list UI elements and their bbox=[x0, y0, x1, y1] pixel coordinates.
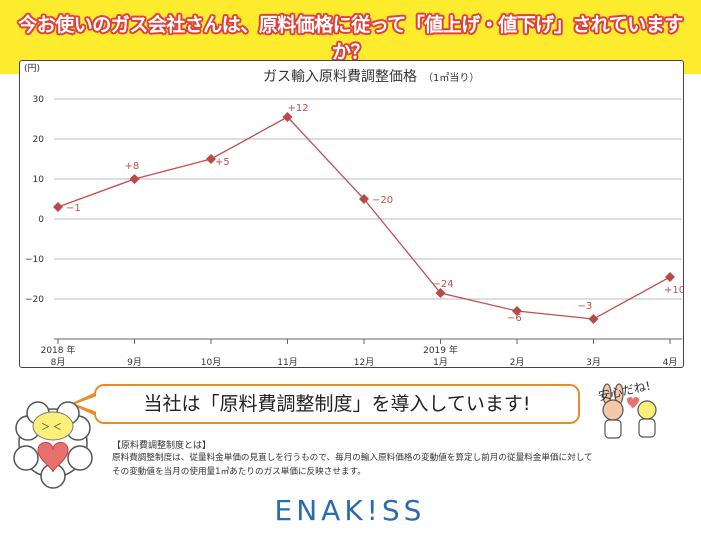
y-tick-label: 30 bbox=[33, 95, 45, 105]
data-point-label: −1 bbox=[66, 203, 81, 214]
x-tick-label: 3月 bbox=[586, 357, 601, 367]
y-tick-labels: 30 20 10 0 −10 −20 bbox=[25, 95, 44, 305]
x-tick-label: 11月 bbox=[277, 357, 297, 367]
explanation-body: 原料費調整制度は、従量料金単価の見直しを行うもので、毎月の輸入原料価格の変動値を… bbox=[112, 451, 682, 479]
data-point-marker bbox=[588, 314, 599, 324]
data-point-marker bbox=[206, 154, 216, 164]
callout-tail-inner bbox=[75, 396, 97, 412]
y-tick-label: 20 bbox=[33, 135, 45, 145]
series-line-path bbox=[57, 116, 671, 320]
chart-title: ガス輸入原料費調整価格 bbox=[263, 69, 417, 85]
data-point-marker bbox=[129, 174, 140, 184]
x-tick-label: 8月 bbox=[51, 357, 66, 367]
company-logo: ENAK!SS bbox=[274, 494, 426, 527]
x-tick-label: 2月 bbox=[510, 357, 525, 367]
x-tick-labels: 2018 年8月 9月 10月 11月 12月 2019 年1月 2月 3月 4月 bbox=[41, 344, 678, 367]
data-point-marker bbox=[512, 306, 522, 316]
data-point-label: +5 bbox=[215, 157, 230, 168]
data-point-label: −20 bbox=[372, 195, 393, 206]
explanation-heading: 【原料費調整制度とは】 bbox=[112, 441, 212, 451]
svg-text:＞ ＜: ＞ ＜ bbox=[41, 423, 62, 433]
rabbit-bear-illustration bbox=[602, 383, 657, 439]
callout-box: 当社は「原料費調整制度」を導入しています! bbox=[94, 384, 580, 424]
y-unit-label: (円) bbox=[24, 63, 40, 74]
data-point-marker bbox=[359, 194, 369, 204]
explanation-line: 原料費調整制度は、従量料金単価の見直しを行うもので、毎月の輸入原料価格の変動値を… bbox=[112, 453, 593, 463]
x-tick-label: 1月 bbox=[433, 357, 448, 367]
data-point-label: +8 bbox=[125, 161, 140, 172]
point-labels: −1 +8 +5 +12 −20 −24 −6 −3 +10 bbox=[66, 103, 683, 324]
data-markers bbox=[53, 112, 675, 324]
chart-subtitle: （1㎥当り） bbox=[423, 71, 479, 84]
series-line bbox=[57, 116, 671, 320]
banner-title: 今お使いのガス会社さんは、原料価格に従って「値上げ・値下げ」されていますか？ bbox=[18, 14, 683, 63]
sheep-mascot-illustration: ＞ ＜ bbox=[13, 401, 93, 489]
data-point-marker bbox=[282, 112, 293, 122]
data-point-marker bbox=[665, 272, 675, 282]
data-point-marker bbox=[435, 288, 446, 298]
explanation-line: その変動値を当月の使用量1㎥あたりのガス単価に反映させます。 bbox=[112, 467, 366, 477]
y-tick-label: 10 bbox=[33, 175, 45, 185]
chart-panel: ガス輸入原料費調整価格 （1㎥当り） (円) 30 20 10 0 −10 −20 201… bbox=[19, 60, 684, 368]
x-tick-label: 12月 bbox=[354, 357, 374, 367]
callout-text: 当社は「原料費調整制度」を導入しています! bbox=[143, 393, 531, 415]
x-year-label: 2019 年 bbox=[423, 344, 458, 356]
data-point-label: +10 bbox=[664, 285, 683, 296]
data-point-marker bbox=[53, 202, 63, 212]
price-line-chart: ガス輸入原料費調整価格 （1㎥当り） (円) 30 20 10 0 −10 −20 201… bbox=[24, 63, 683, 367]
x-tick-label: 4月 bbox=[663, 357, 678, 367]
x-year-label: 2018 年 bbox=[41, 344, 76, 356]
data-point-label: −3 bbox=[578, 301, 593, 312]
data-point-label: −6 bbox=[507, 313, 522, 324]
y-tick-label: −20 bbox=[25, 295, 44, 305]
x-tick-label: 9月 bbox=[127, 357, 142, 367]
y-tick-label: 0 bbox=[38, 215, 44, 225]
x-tick-label: 10月 bbox=[201, 357, 221, 367]
data-point-label: +12 bbox=[288, 103, 309, 114]
grid-lines bbox=[54, 98, 682, 344]
data-point-label: −24 bbox=[433, 279, 454, 290]
y-tick-label: −10 bbox=[25, 255, 44, 265]
